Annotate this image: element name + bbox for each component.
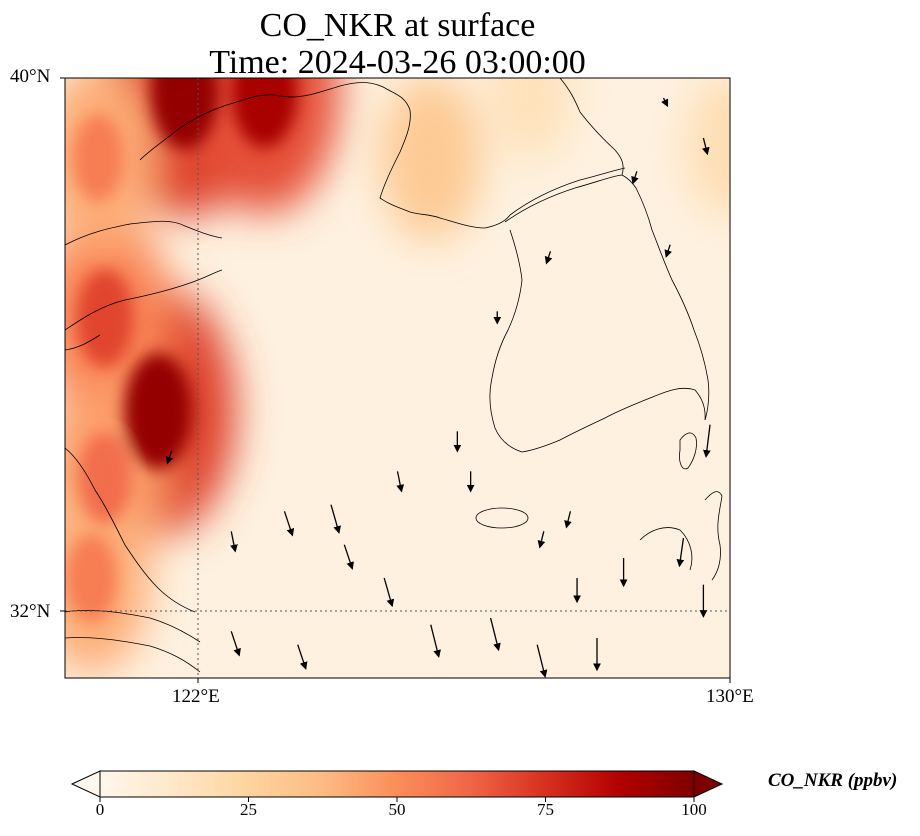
co-concentration-core: [66, 78, 298, 622]
map-title: CO_NKR at surface: [259, 7, 536, 44]
coastline-jiangsu: [65, 447, 196, 613]
lat-tick-label-40n: 40°N: [10, 66, 51, 87]
lon-tick-label-122e: 122°E: [172, 686, 220, 707]
wind-arrow-16: [396, 471, 405, 493]
colorbar-label-0: 0: [95, 800, 105, 819]
map-subtitle-time: Time: 2024-03-26 03:00:00: [209, 44, 586, 81]
wind-arrow-4: [343, 544, 354, 570]
coastline-liaodong: [139, 82, 511, 229]
co-hotspot-core-0: [124, 353, 192, 470]
map-panel: [65, 78, 730, 678]
co-hotspot-core-4: [78, 432, 132, 524]
co-hotspot-core-5: [66, 534, 118, 622]
wind-arrow-7: [230, 631, 241, 657]
coastlines: [65, 78, 723, 673]
coastline-shandong-tip: [65, 334, 101, 351]
wind-arrow-26: [702, 137, 710, 156]
wind-arrow-24: [664, 244, 672, 258]
tsushima-island: [679, 432, 697, 470]
coastline-yangtze-north: [65, 609, 201, 643]
korea-border-line: [504, 174, 623, 223]
colorbar-label-100: 100: [681, 800, 707, 819]
coastline-bohai-south: [65, 220, 223, 246]
wind-arrow-20: [564, 511, 572, 529]
wind-arrow-11: [489, 617, 501, 652]
wind-arrow-1: [230, 531, 238, 553]
co-hotspot-7: [379, 78, 482, 241]
wind-arrow-21: [702, 424, 711, 458]
co-hotspot-core-6: [72, 114, 124, 202]
colorbar-gradient: [99, 770, 695, 798]
co-hotspot-core-1: [76, 268, 134, 368]
wind-arrow-8: [430, 624, 441, 658]
colorbar-ticks: [99, 797, 695, 802]
coastline-kyushu: [704, 491, 723, 581]
colorbar-label-50: 50: [388, 800, 406, 819]
co-hotspot-core-3: [231, 78, 298, 148]
wind-arrow-19: [537, 531, 546, 549]
lon-tick-label-130e: 130°E: [706, 686, 754, 707]
coastline-korea-west-south: [489, 229, 706, 453]
colorbar-extend-min: [70, 770, 101, 798]
lat-tick-label-32n: 32°N: [10, 601, 51, 622]
wind-arrow-6: [297, 644, 308, 670]
wind-arrow-25: [631, 171, 639, 185]
coastline-goto-islands: [639, 527, 693, 571]
jeju-island: [475, 507, 529, 529]
wind-arrow-9: [536, 644, 548, 678]
colorbar-label-25: 25: [240, 800, 257, 819]
wind-arrow-3: [330, 504, 341, 534]
co-hotspot-core-2: [150, 78, 219, 150]
wind-arrow-27: [661, 97, 669, 108]
map-frame: [64, 77, 731, 679]
axis-ticks: [60, 77, 731, 683]
colorbar-title: CO_NKR (ppbv): [768, 770, 898, 791]
colorbar-label-75: 75: [537, 800, 554, 819]
colorbar: [70, 770, 724, 802]
wind-arrow-23: [544, 251, 553, 265]
wind-arrow-5: [383, 577, 395, 608]
colorbar-extend-max: [693, 770, 724, 798]
co-hotspot-9: [488, 78, 573, 161]
wind-arrow-2: [283, 511, 295, 537]
coastline-yangtze-south: [65, 637, 201, 673]
coastline-northeast: [559, 78, 624, 176]
wind-arrow-0: [165, 451, 174, 465]
wind-arrow-14: [676, 537, 685, 568]
wind-vectors: [165, 97, 711, 678]
coastline-shandong-north: [65, 269, 223, 331]
coastline-korea-east: [621, 174, 710, 421]
coastline-korea-north-border: [509, 167, 626, 216]
